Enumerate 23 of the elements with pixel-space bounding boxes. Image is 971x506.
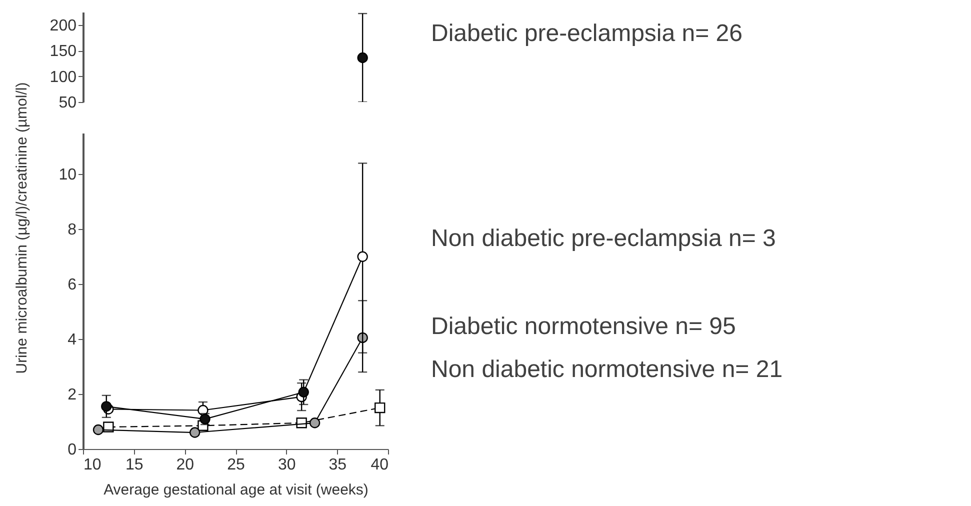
y-tick-label: 0 bbox=[68, 442, 77, 458]
x-tick-label: 40 bbox=[370, 456, 389, 474]
text: Non diabetic normotensive n= 21 bbox=[431, 356, 783, 384]
y-tick-label: 150 bbox=[50, 43, 77, 60]
y-tick-label: 100 bbox=[50, 68, 77, 86]
y-tick-label: 200 bbox=[50, 17, 77, 34]
x-tick-label: 25 bbox=[227, 456, 245, 474]
y-tick-label: 2 bbox=[68, 386, 77, 404]
y-tick-label: 4 bbox=[68, 332, 77, 349]
y-tick-label: 50 bbox=[58, 94, 77, 112]
x-tick-label: 20 bbox=[176, 456, 194, 474]
y-tick-label: 10 bbox=[58, 166, 77, 184]
x-tick-label: 15 bbox=[125, 456, 144, 474]
x-tick-label: 30 bbox=[278, 456, 296, 474]
x-axis-title: Average gestational age at visit (weeks) bbox=[104, 482, 368, 498]
y-tick-label: 8 bbox=[68, 222, 77, 239]
y-axis-title: Urine microalbumin (µg/l)/creatinine (µmol/l) bbox=[14, 82, 30, 374]
x-tick-label: 35 bbox=[328, 456, 347, 474]
text: Non diabetic pre-eclampsia n= 3 bbox=[431, 225, 776, 253]
x-tick-label: 10 bbox=[84, 456, 102, 474]
y-tick-label: 6 bbox=[68, 276, 77, 294]
text: Diabetic pre-eclampsia n= 26 bbox=[431, 20, 742, 48]
text: Diabetic normotensive n= 95 bbox=[431, 313, 736, 341]
